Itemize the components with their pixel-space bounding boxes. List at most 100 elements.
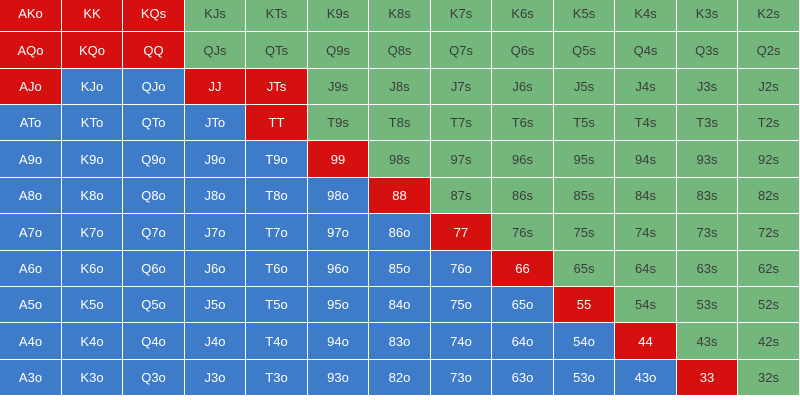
hand-cell-j8s[interactable]: J8s — [369, 69, 431, 105]
hand-cell-84o[interactable]: 84o — [369, 287, 431, 323]
hand-cell-q9s[interactable]: Q9s — [308, 32, 369, 69]
hand-cell-99[interactable]: 99 — [308, 141, 369, 178]
hand-cell-j4s[interactable]: J4s — [615, 69, 677, 105]
hand-cell-q8o[interactable]: Q8o — [123, 178, 185, 214]
hand-cell-t7s[interactable]: T7s — [431, 105, 492, 141]
hand-cell-65s[interactable]: 65s — [554, 251, 615, 287]
hand-cell-kjo[interactable]: KJo — [62, 69, 123, 105]
hand-cell-44[interactable]: 44 — [615, 323, 677, 360]
hand-cell-t4s[interactable]: T4s — [615, 105, 677, 141]
hand-cell-jj[interactable]: JJ — [185, 69, 246, 105]
hand-cell-33[interactable]: 33 — [677, 360, 738, 396]
hand-cell-a9o[interactable]: A9o — [0, 141, 62, 178]
hand-cell-53o[interactable]: 53o — [554, 360, 615, 396]
hand-cell-98o[interactable]: 98o — [308, 178, 369, 214]
hand-cell-62s[interactable]: 62s — [738, 251, 800, 287]
hand-cell-97s[interactable]: 97s — [431, 141, 492, 178]
hand-cell-q5s[interactable]: Q5s — [554, 32, 615, 69]
hand-cell-j7s[interactable]: J7s — [431, 69, 492, 105]
hand-cell-63s[interactable]: 63s — [677, 251, 738, 287]
hand-cell-94s[interactable]: 94s — [615, 141, 677, 178]
hand-cell-k4o[interactable]: K4o — [62, 323, 123, 360]
hand-cell-t7o[interactable]: T7o — [246, 214, 308, 251]
hand-cell-83o[interactable]: 83o — [369, 323, 431, 360]
hand-cell-53s[interactable]: 53s — [677, 287, 738, 323]
hand-cell-85o[interactable]: 85o — [369, 251, 431, 287]
hand-cell-k4s[interactable]: K4s — [615, 0, 677, 32]
hand-cell-j3o[interactable]: J3o — [185, 360, 246, 396]
hand-cell-q2s[interactable]: Q2s — [738, 32, 800, 69]
hand-cell-aqo[interactable]: AQo — [0, 32, 62, 69]
hand-cell-76s[interactable]: 76s — [492, 214, 554, 251]
hand-cell-kqo[interactable]: KQo — [62, 32, 123, 69]
hand-cell-j6o[interactable]: J6o — [185, 251, 246, 287]
hand-cell-q3s[interactable]: Q3s — [677, 32, 738, 69]
hand-cell-55[interactable]: 55 — [554, 287, 615, 323]
hand-cell-t6s[interactable]: T6s — [492, 105, 554, 141]
hand-cell-72s[interactable]: 72s — [738, 214, 800, 251]
hand-cell-98s[interactable]: 98s — [369, 141, 431, 178]
hand-cell-kjs[interactable]: KJs — [185, 0, 246, 32]
hand-cell-a8o[interactable]: A8o — [0, 178, 62, 214]
hand-cell-ako[interactable]: AKo — [0, 0, 62, 32]
hand-cell-75o[interactable]: 75o — [431, 287, 492, 323]
hand-cell-t3o[interactable]: T3o — [246, 360, 308, 396]
hand-cell-t9o[interactable]: T9o — [246, 141, 308, 178]
hand-cell-qjs[interactable]: QJs — [185, 32, 246, 69]
hand-cell-j5o[interactable]: J5o — [185, 287, 246, 323]
hand-cell-kts[interactable]: KTs — [246, 0, 308, 32]
hand-cell-93s[interactable]: 93s — [677, 141, 738, 178]
hand-cell-t2s[interactable]: T2s — [738, 105, 800, 141]
hand-cell-jts[interactable]: JTs — [246, 69, 308, 105]
hand-cell-92s[interactable]: 92s — [738, 141, 800, 178]
hand-cell-qto[interactable]: QTo — [123, 105, 185, 141]
hand-cell-tt[interactable]: TT — [246, 105, 308, 141]
hand-cell-75s[interactable]: 75s — [554, 214, 615, 251]
hand-cell-83s[interactable]: 83s — [677, 178, 738, 214]
hand-cell-j6s[interactable]: J6s — [492, 69, 554, 105]
hand-cell-kk[interactable]: KK — [62, 0, 123, 32]
hand-cell-t9s[interactable]: T9s — [308, 105, 369, 141]
hand-cell-k9o[interactable]: K9o — [62, 141, 123, 178]
hand-cell-qq[interactable]: QQ — [123, 32, 185, 69]
hand-cell-a5o[interactable]: A5o — [0, 287, 62, 323]
hand-cell-t5s[interactable]: T5s — [554, 105, 615, 141]
hand-cell-k6o[interactable]: K6o — [62, 251, 123, 287]
hand-cell-86s[interactable]: 86s — [492, 178, 554, 214]
hand-cell-t3s[interactable]: T3s — [677, 105, 738, 141]
hand-cell-93o[interactable]: 93o — [308, 360, 369, 396]
hand-cell-73o[interactable]: 73o — [431, 360, 492, 396]
hand-cell-85s[interactable]: 85s — [554, 178, 615, 214]
hand-cell-73s[interactable]: 73s — [677, 214, 738, 251]
hand-cell-q6s[interactable]: Q6s — [492, 32, 554, 69]
hand-cell-82s[interactable]: 82s — [738, 178, 800, 214]
hand-cell-k3s[interactable]: K3s — [677, 0, 738, 32]
hand-cell-q7s[interactable]: Q7s — [431, 32, 492, 69]
hand-cell-95o[interactable]: 95o — [308, 287, 369, 323]
hand-cell-k7s[interactable]: K7s — [431, 0, 492, 32]
hand-cell-65o[interactable]: 65o — [492, 287, 554, 323]
hand-cell-k8o[interactable]: K8o — [62, 178, 123, 214]
hand-cell-54s[interactable]: 54s — [615, 287, 677, 323]
hand-cell-k3o[interactable]: K3o — [62, 360, 123, 396]
hand-cell-96s[interactable]: 96s — [492, 141, 554, 178]
hand-cell-32s[interactable]: 32s — [738, 360, 800, 396]
hand-cell-kto[interactable]: KTo — [62, 105, 123, 141]
hand-cell-j9s[interactable]: J9s — [308, 69, 369, 105]
hand-cell-j8o[interactable]: J8o — [185, 178, 246, 214]
hand-cell-ajo[interactable]: AJo — [0, 69, 62, 105]
hand-cell-77[interactable]: 77 — [431, 214, 492, 251]
hand-cell-a4o[interactable]: A4o — [0, 323, 62, 360]
hand-cell-84s[interactable]: 84s — [615, 178, 677, 214]
hand-cell-64s[interactable]: 64s — [615, 251, 677, 287]
hand-cell-k5s[interactable]: K5s — [554, 0, 615, 32]
hand-cell-a7o[interactable]: A7o — [0, 214, 62, 251]
hand-cell-63o[interactable]: 63o — [492, 360, 554, 396]
hand-cell-76o[interactable]: 76o — [431, 251, 492, 287]
hand-cell-43o[interactable]: 43o — [615, 360, 677, 396]
hand-cell-q9o[interactable]: Q9o — [123, 141, 185, 178]
hand-cell-q7o[interactable]: Q7o — [123, 214, 185, 251]
hand-cell-86o[interactable]: 86o — [369, 214, 431, 251]
hand-cell-k8s[interactable]: K8s — [369, 0, 431, 32]
hand-cell-k6s[interactable]: K6s — [492, 0, 554, 32]
